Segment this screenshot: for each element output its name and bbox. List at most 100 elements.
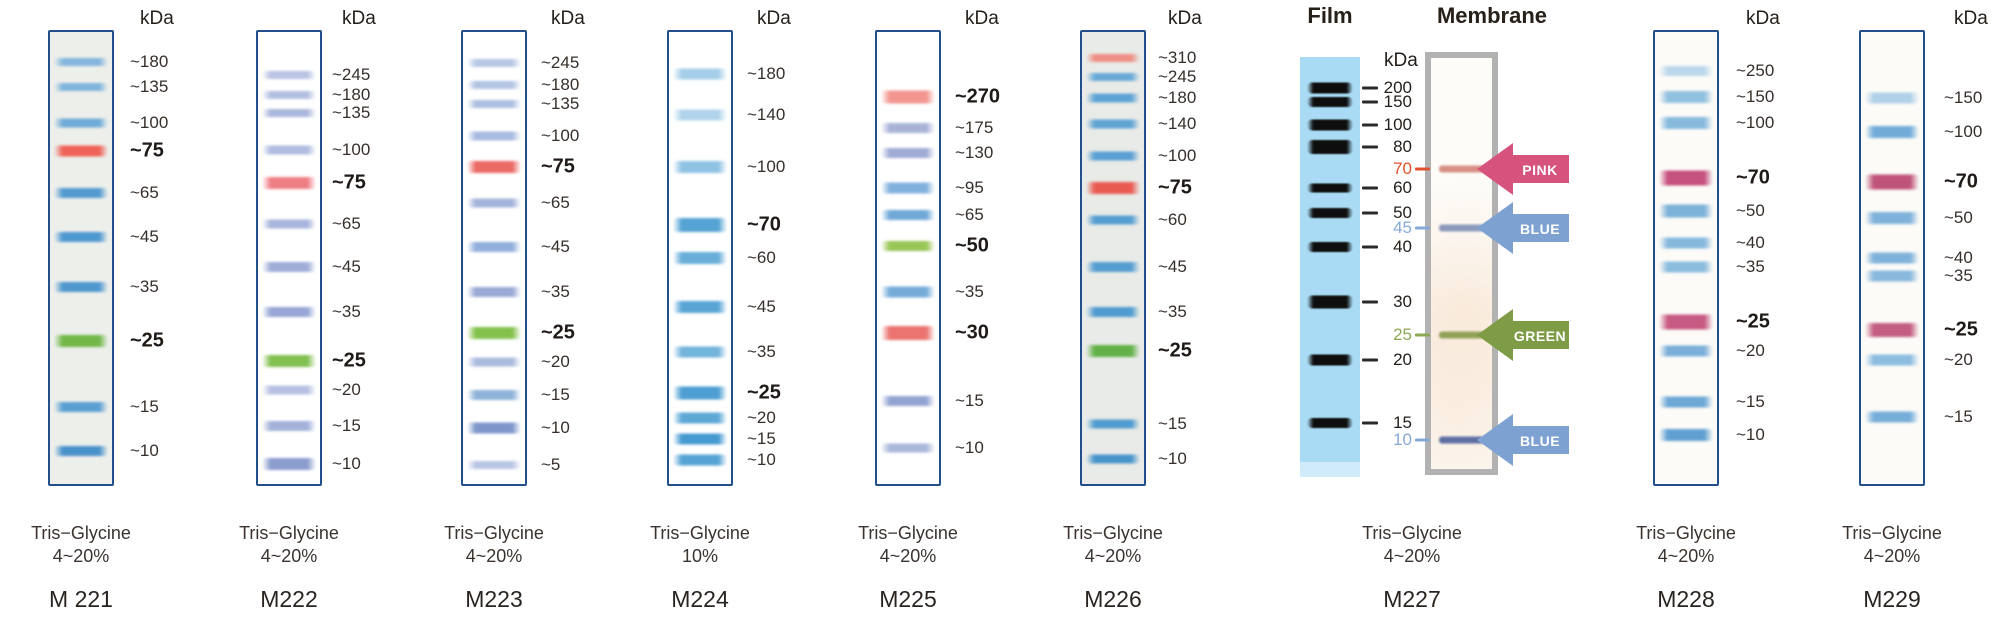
- scale-label: 80: [1393, 137, 1412, 156]
- gel-band: [1659, 429, 1713, 441]
- gel-band: [1659, 261, 1713, 273]
- gel-band: [1086, 73, 1140, 81]
- annotation-arrow: BLUE: [1477, 414, 1569, 466]
- film-title: Film: [1307, 3, 1353, 28]
- band-label: ~35: [541, 282, 570, 301]
- band-label: ~135: [541, 94, 580, 113]
- lane-id: M226: [1084, 586, 1142, 612]
- band-label: ~10: [1158, 449, 1187, 468]
- gel-band: [262, 385, 316, 395]
- kda-unit-label: kDa: [1954, 8, 1988, 29]
- band-label: ~70: [1944, 170, 1978, 193]
- band-label: ~245: [332, 65, 371, 84]
- band-label: ~20: [541, 352, 570, 371]
- gel-lane-box: [48, 30, 114, 486]
- arrow-polygon: [1477, 202, 1569, 254]
- band-label: ~45: [747, 297, 776, 316]
- gel-band: [54, 335, 108, 347]
- gel-type-label: Tris−Glycine: [1636, 523, 1736, 543]
- band-label: ~5: [541, 455, 561, 474]
- band-label: ~30: [955, 321, 989, 344]
- gel-percent-label: 10%: [681, 546, 719, 566]
- film-band: [1307, 208, 1353, 218]
- gel-lane-box: [1653, 30, 1719, 486]
- scale-tick: [1362, 145, 1378, 149]
- gel-lane-box: [1080, 30, 1146, 486]
- band-label: ~10: [747, 450, 776, 469]
- lane-id: M227: [1383, 586, 1441, 612]
- band-label: ~25: [1736, 310, 1770, 333]
- arrow-label: GREEN: [1514, 328, 1566, 344]
- arrow-label: BLUE: [1520, 221, 1560, 237]
- band-label: ~25: [130, 329, 164, 352]
- gel-band: [467, 287, 521, 297]
- gel-band: [1865, 174, 1919, 190]
- band-label: ~70: [1736, 166, 1770, 189]
- gel-band: [262, 109, 316, 117]
- lane-caption: Tris−Glycine 4~20%: [1, 522, 161, 568]
- lane-caption: Tris−Glycine 4~20%: [414, 522, 574, 568]
- gel-percent-label: 4~20%: [879, 546, 937, 566]
- gel-lane-box: [256, 30, 322, 486]
- band-label: ~10: [955, 438, 984, 457]
- gel-band: [1659, 396, 1713, 408]
- band-label: ~10: [541, 418, 570, 437]
- gel-band: [467, 242, 521, 252]
- gel-band: [54, 446, 108, 456]
- scale-tick: [1362, 123, 1378, 127]
- film-band: [1307, 242, 1353, 252]
- gel-band: [262, 458, 316, 470]
- band-label: ~135: [332, 103, 371, 122]
- gel-band: [54, 58, 108, 66]
- scale-label: 20: [1393, 350, 1412, 369]
- lane-caption: Tris−Glycine 4~20%: [209, 522, 369, 568]
- band-label: ~180: [747, 64, 786, 83]
- arrow-shape: BLUE: [1477, 414, 1569, 466]
- scale-tick: [1362, 186, 1378, 190]
- gel-band: [673, 301, 727, 313]
- gel-percent-label: 4~20%: [1657, 546, 1715, 566]
- scale-label: 40: [1393, 237, 1412, 256]
- kda-unit-label: kDa: [140, 8, 174, 29]
- gel-band: [881, 123, 935, 133]
- band-label: ~20: [1736, 341, 1765, 360]
- gel-band: [467, 390, 521, 400]
- gel-band: [1659, 66, 1713, 76]
- scale-tick: [1362, 421, 1378, 425]
- gel-lane-box: [1859, 30, 1925, 486]
- band-label: ~175: [955, 118, 994, 137]
- band-label: ~45: [332, 257, 361, 276]
- arrow-polygon: [1477, 143, 1569, 195]
- film-band: [1307, 354, 1353, 366]
- band-label: ~35: [955, 282, 984, 301]
- band-label: ~15: [1736, 392, 1765, 411]
- gel-band: [881, 443, 935, 453]
- band-label: ~15: [130, 397, 159, 416]
- band-label: ~75: [332, 171, 366, 194]
- kda-unit-label: kDa: [1746, 8, 1780, 29]
- band-label: ~245: [1158, 67, 1197, 86]
- kda-unit-label: kDa: [551, 8, 585, 29]
- band-label: ~10: [332, 454, 361, 473]
- band-label: ~135: [130, 77, 169, 96]
- gel-band: [1865, 126, 1919, 138]
- scale-label: 100: [1383, 115, 1412, 134]
- band-label: ~65: [541, 193, 570, 212]
- band-label: ~50: [1736, 201, 1765, 220]
- band-label: ~60: [1158, 210, 1187, 229]
- band-label: ~100: [332, 140, 371, 159]
- gel-lane-box: [875, 30, 941, 486]
- gel-percent-label: 4~20%: [1863, 546, 1921, 566]
- gel-band: [1086, 93, 1140, 103]
- gel-band: [467, 59, 521, 67]
- gel-type-label: Tris−Glycine: [1842, 523, 1942, 543]
- band-label: ~100: [747, 157, 786, 176]
- gel-type-label: Tris−Glycine: [444, 523, 544, 543]
- band-label: ~15: [332, 416, 361, 435]
- arrow-shape: GREEN: [1477, 309, 1569, 361]
- band-label: ~140: [1158, 114, 1197, 133]
- band-label: ~35: [332, 302, 361, 321]
- gel-band: [881, 396, 935, 406]
- band-label: ~15: [955, 391, 984, 410]
